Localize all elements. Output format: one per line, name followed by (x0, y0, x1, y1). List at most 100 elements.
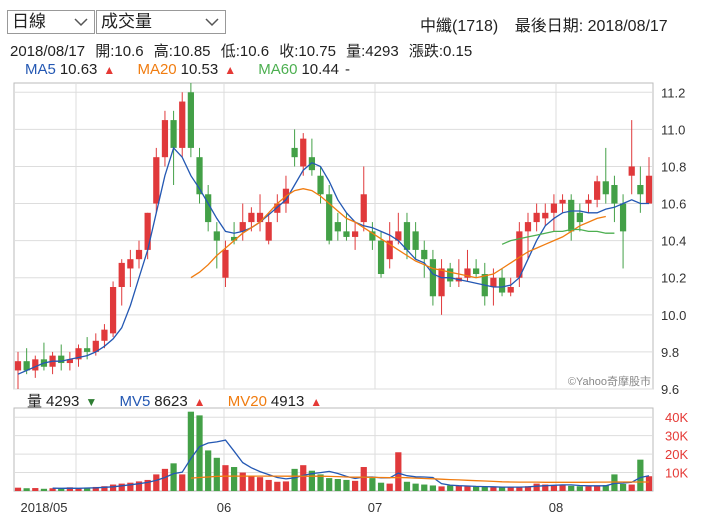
volume-bar (645, 476, 653, 491)
candle-body (542, 212, 549, 219)
volume-bar (84, 487, 91, 491)
candle-body (619, 203, 627, 232)
candle-body (351, 231, 359, 237)
up-triangle-icon: ▲ (103, 63, 116, 77)
ohlc-volume: 量:4293 (346, 43, 399, 60)
y-tick-label: 10.0 (661, 308, 686, 323)
candle (602, 147, 609, 204)
volume-bar (481, 486, 488, 491)
volume-bar (533, 483, 540, 491)
candle (619, 194, 627, 269)
candle-body (447, 268, 454, 282)
volume-bar (369, 478, 376, 491)
volume-bar (265, 479, 272, 491)
candle-body (360, 194, 367, 223)
volume-bar (524, 486, 532, 491)
candle-body (205, 194, 212, 223)
indicator-select[interactable]: 成交量 (96, 10, 226, 34)
candle-body (395, 231, 402, 241)
y-tick-label: 30K (665, 429, 688, 444)
candle (585, 194, 592, 213)
candle (317, 166, 324, 204)
price-chart-panel[interactable]: 11.2 11.0 10.8 10.6 10.4 10.2 10.0 9.8 9.6 (13, 82, 686, 397)
candle-body (507, 287, 514, 293)
ma-line-ma20 (190, 188, 606, 279)
candle (300, 133, 307, 176)
ma60-label: MA60 (258, 61, 298, 78)
stock-header: 中纖(1718) 最後日期: 2018/08/17 (420, 12, 668, 36)
candle (256, 194, 264, 232)
volume-bar (135, 481, 143, 491)
candle (75, 344, 82, 367)
candle-body (222, 249, 229, 278)
candle (326, 185, 333, 245)
last-date-label: 最後日期: (514, 18, 584, 35)
volume-bar (179, 474, 186, 491)
candle (334, 212, 341, 241)
candle-body (498, 277, 506, 293)
volume-plot-frame (13, 407, 654, 492)
candle-body (343, 231, 350, 237)
candle-body (317, 175, 324, 195)
volume-bar (23, 488, 30, 491)
y-tick-label: 20K (665, 447, 688, 462)
ma-line-ma60 (501, 228, 615, 245)
period-select[interactable]: 日線 (7, 10, 95, 34)
candle (49, 351, 56, 375)
volume-bar (403, 481, 411, 491)
volume-bar (308, 470, 316, 491)
volume-bar (196, 415, 203, 491)
chevron-down-icon (205, 18, 219, 27)
candle (490, 268, 497, 306)
down-triangle-icon: ▼ (85, 395, 98, 409)
volume-bar (75, 488, 82, 491)
candle (222, 240, 229, 287)
period-select-value: 日線 (12, 12, 46, 31)
price-plot-frame (13, 82, 654, 390)
mv5-value: 8623 (154, 393, 188, 410)
candle-body (14, 361, 22, 371)
candle-body (637, 185, 644, 195)
volume-bar (628, 484, 635, 491)
volume-chart-panel[interactable]: 40K 30K 20K 10K 2018/05 06 07 08 (13, 407, 688, 515)
volume-bar (66, 487, 73, 491)
y-tick-label: 40K (665, 410, 688, 425)
candle (58, 344, 65, 371)
candle-body (550, 203, 558, 213)
candle (153, 147, 160, 213)
ma60-value: 10.44 (301, 61, 339, 78)
candle (576, 203, 583, 232)
candle (205, 185, 212, 232)
candle-body (403, 222, 411, 250)
candle-body (118, 262, 125, 287)
candle-body (628, 166, 635, 176)
volume-bar (32, 488, 39, 491)
candle (542, 203, 549, 226)
candle-body (187, 92, 194, 148)
candle-body (213, 231, 220, 241)
candle-body (230, 236, 238, 241)
ma-line-ma5 (17, 146, 649, 375)
candle (524, 212, 532, 260)
candle (637, 166, 644, 213)
volume-bar (637, 459, 644, 491)
volume-bar (213, 457, 220, 491)
chevron-down-icon (74, 18, 88, 27)
candle-body (170, 120, 177, 148)
volume-legend: 量 4293 ▼ MV5 8623 ▲ MV20 4913 ▲ (27, 390, 340, 411)
mv-line-mv20 (190, 475, 649, 483)
candle (343, 212, 350, 241)
candle-body (101, 329, 108, 341)
watermark: ©Yahoo奇摩股市 (568, 374, 651, 388)
y-tick-label: 9.6 (661, 382, 679, 397)
volume-bar (473, 486, 480, 491)
volume-bar (550, 485, 558, 491)
candle-body (481, 274, 488, 297)
volume-bar (14, 487, 22, 491)
candle (109, 281, 117, 338)
volume-bar (101, 486, 108, 491)
x-tick-label: 06 (217, 500, 231, 515)
candle (127, 249, 134, 287)
volume-bar (568, 485, 575, 491)
